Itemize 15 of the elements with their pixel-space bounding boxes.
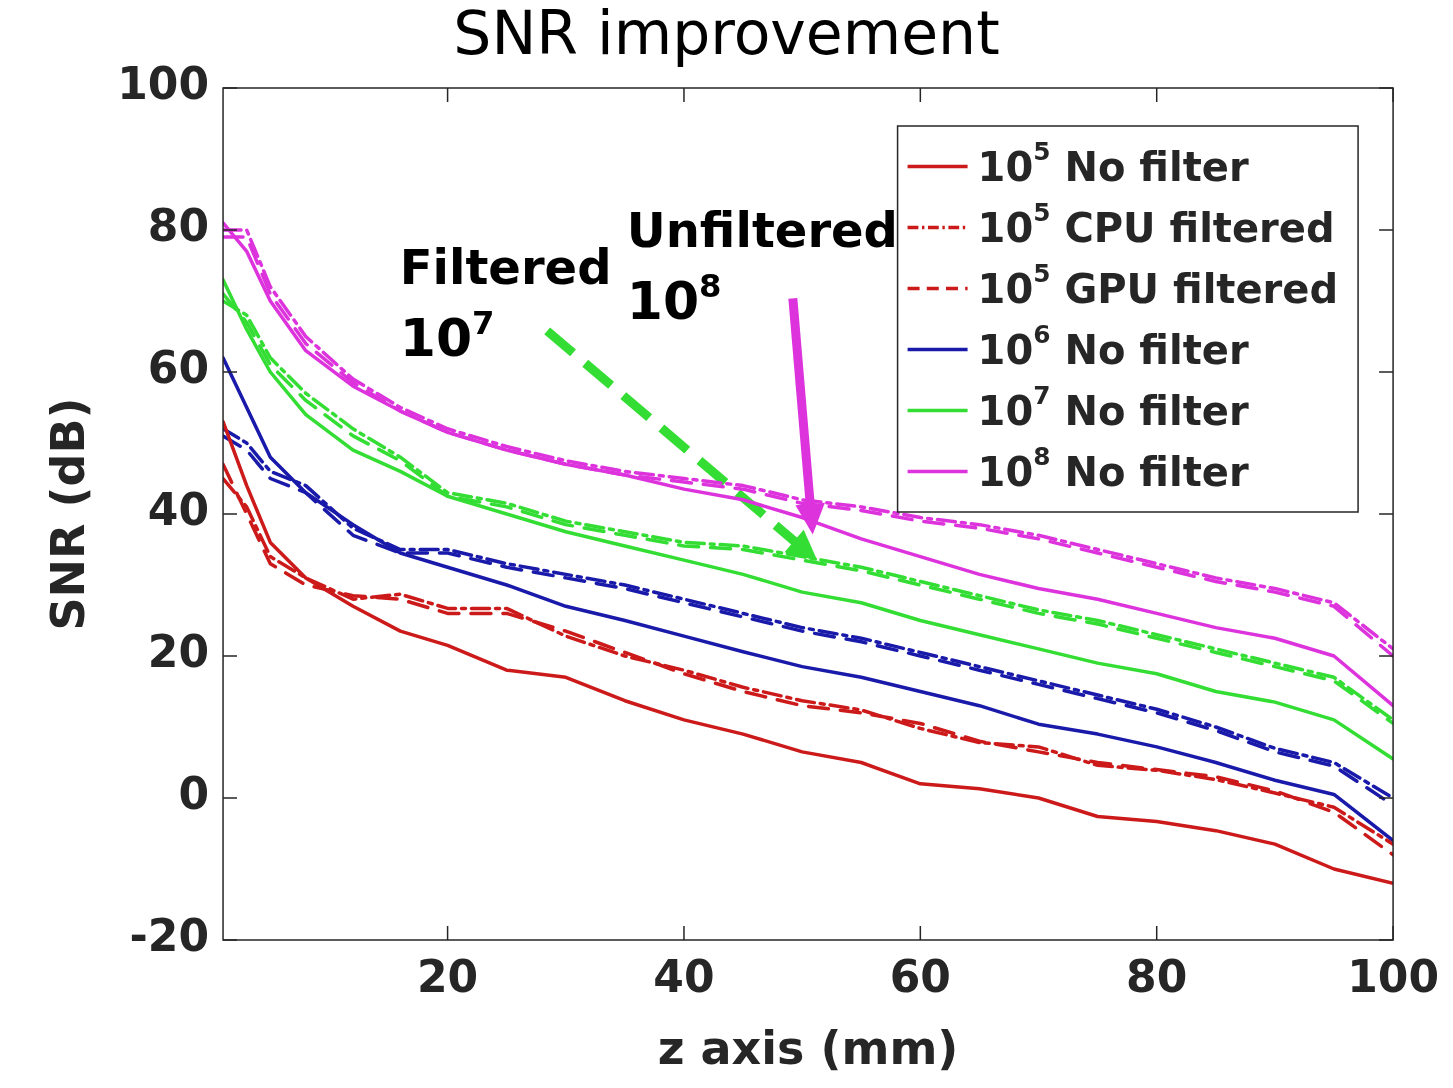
x-tick-label: 80 (1126, 950, 1188, 1002)
y-tick-label: 20 (147, 626, 210, 678)
x-tick-label: 60 (889, 950, 951, 1002)
y-tick-label: -20 (129, 910, 210, 962)
x-tick-label: 40 (653, 950, 715, 1002)
y-tick-label: 80 (147, 200, 210, 252)
chart-title: SNR improvement (453, 0, 1000, 68)
y-axis-title: SNR (dB) (40, 397, 95, 631)
x-tick-label: 20 (416, 950, 479, 1002)
y-tick-label: 100 (117, 58, 210, 110)
y-tick-label: 0 (178, 768, 210, 820)
y-tick-label: 60 (147, 342, 210, 394)
x-tick-label: 100 (1347, 950, 1440, 1002)
y-tick-label: 40 (147, 484, 210, 536)
x-axis-title: z axis (mm) (657, 1021, 959, 1076)
